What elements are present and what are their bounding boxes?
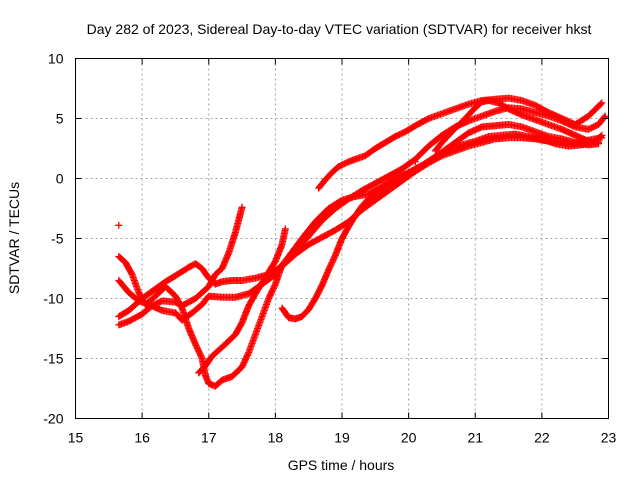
y-tick-label: 0 [56, 171, 64, 187]
x-axis-label: GPS time / hours [288, 457, 395, 473]
x-tick-label: 19 [334, 430, 350, 446]
data-point-marker [281, 225, 289, 233]
data-point-marker [600, 113, 608, 121]
data-point-marker [598, 134, 606, 142]
ticks-layer: 15 16 17 18 19 20 21 22 23 -20 -15 -10 -5 0 5 10 [43, 51, 616, 446]
x-tick-label: 17 [201, 430, 217, 446]
data-markers-layer [115, 94, 609, 390]
y-tick-label: -15 [43, 351, 63, 367]
x-tick-label: 15 [68, 430, 84, 446]
x-tick-label: 20 [401, 430, 417, 446]
data-point-marker [598, 99, 606, 107]
data-point-marker [115, 221, 123, 229]
x-tick-label: 22 [534, 430, 550, 446]
data-point-marker [597, 100, 605, 108]
y-axis-label: SDTVAR / TECUs [6, 182, 22, 294]
y-tick-label: 5 [56, 111, 64, 127]
data-point-marker [411, 158, 419, 166]
y-tick-label: -5 [51, 231, 64, 247]
data-point-marker [238, 203, 246, 211]
x-tick-label: 21 [467, 430, 483, 446]
y-tick-label: -20 [43, 411, 63, 427]
x-tick-label: 18 [268, 430, 284, 446]
x-tick-label: 23 [601, 430, 617, 446]
chart-title: Day 282 of 2023, Sidereal Day-to-day VTE… [87, 21, 592, 37]
y-tick-label: -10 [43, 291, 63, 307]
data-point-marker [595, 139, 603, 146]
y-tick-label: 10 [48, 51, 64, 67]
x-tick-label: 16 [134, 430, 150, 446]
